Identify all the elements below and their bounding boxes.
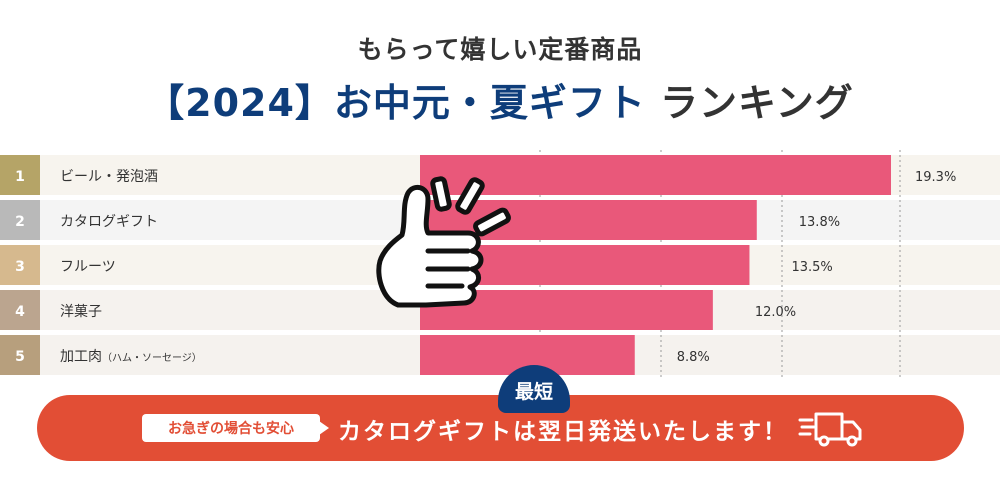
category-label: ビール・発泡酒 — [60, 169, 158, 185]
headline-sub: ランキング — [659, 81, 854, 125]
subtitle: もらって嬉しい定番商品 — [357, 35, 643, 64]
value-label: 12.0% — [755, 305, 796, 320]
category-note: （ハム・ソーセージ） — [102, 352, 202, 364]
value-label: 13.8% — [799, 215, 840, 230]
headline: 【2024】お中元・夏ギフト ランキング — [0, 72, 1000, 127]
value-label: 8.8% — [677, 350, 710, 365]
rank-cell — [0, 155, 40, 195]
rank-number: 4 — [15, 304, 25, 320]
category-label: 加工肉（ハム・ソーセージ） — [60, 349, 202, 365]
rank-cell — [0, 200, 40, 240]
category-label: カタログギフト — [60, 214, 158, 230]
reassurance-pill-label: お急ぎの場合も安心 — [142, 414, 320, 442]
thumbs-up-icon — [376, 176, 511, 308]
category-label: フルーツ — [60, 259, 116, 275]
category-label: 洋菓子 — [60, 304, 102, 320]
cta-message: カタログギフトは翌日発送いたします！ — [338, 419, 788, 445]
pill-arrow-icon — [319, 421, 329, 435]
rank-cell — [0, 245, 40, 285]
value-label: 19.3% — [915, 170, 956, 185]
rank-number: 5 — [15, 349, 25, 365]
ranking-bar-chart: 1 ビール・発泡酒 2 カタログギフト 3 フルーツ 4 洋菓子 5 加工肉（ハム・ソーセージ） 1… — [0, 150, 1000, 380]
rank-number: 1 — [15, 169, 25, 185]
bar — [420, 155, 891, 195]
delivery-truck-icon — [798, 412, 862, 447]
reassurance-pill: お急ぎの場合も安心 — [142, 414, 332, 442]
rank-number: 3 — [15, 259, 25, 275]
rank-number: 2 — [15, 214, 25, 230]
value-label: 13.5% — [791, 260, 832, 275]
rank-cell — [0, 335, 40, 375]
headline-main: 【2024】お中元・夏ギフト — [146, 81, 646, 125]
rank-cell — [0, 290, 40, 330]
